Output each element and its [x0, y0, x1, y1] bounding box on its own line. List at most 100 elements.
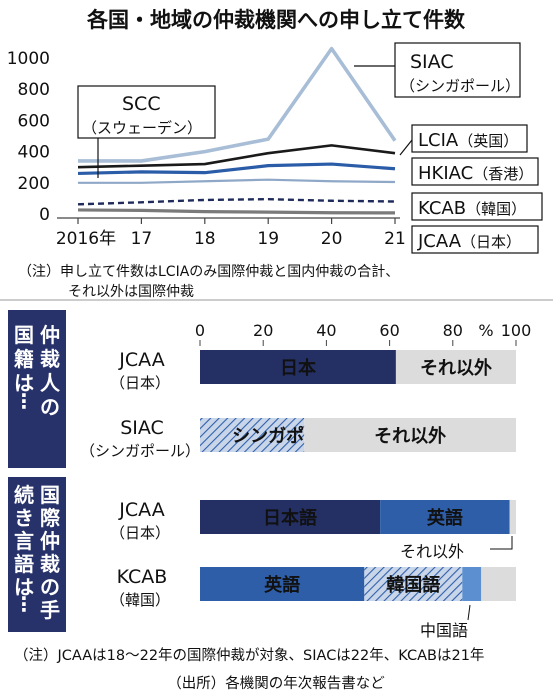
bar-segment: [200, 350, 396, 384]
percent-tick-label: 40: [316, 321, 336, 340]
vertical-title-char: き: [14, 506, 34, 530]
vertical-title-char: 籍: [14, 347, 34, 371]
row-label-kcab: KCAB: [117, 566, 168, 588]
vertical-title-char: 国: [40, 483, 60, 507]
line-chart: 0 200 400 600 800 1000 2016年 17 18 19 20 21 SIAC （…: [7, 42, 543, 300]
series-line-hkiac: [77, 162, 396, 176]
vertical-title-char: 人: [40, 371, 61, 395]
vertical-title-char: 仲: [40, 323, 60, 347]
vertical-title-char: は: [14, 371, 34, 395]
kcab-label: KCAB（韓国）: [411, 192, 543, 221]
y-tick-label: 0: [39, 205, 50, 225]
x-tick-label: 18: [194, 229, 216, 249]
note-line-2: それ以外は国際仲裁: [68, 284, 194, 300]
svg-text:LCIA（英国）: LCIA（英国）: [418, 130, 518, 151]
nationality-panel-tab: [8, 310, 66, 468]
x-axis-ticks: 2016年 17 18 19 20 21: [56, 218, 406, 249]
jcaa-label-sub: （日本）: [461, 233, 521, 251]
other-callout: それ以外: [400, 536, 513, 561]
vertical-title-char: は: [14, 575, 34, 599]
svg-text:KCAB（韓国）: KCAB（韓国）: [418, 198, 526, 219]
bar-segment-label: それ以外: [420, 357, 492, 379]
line-series: [77, 46, 397, 215]
siac-label: SIAC （シンガポール）: [354, 42, 521, 98]
bar-segment: [462, 567, 482, 601]
bar-segment-label: それ以外: [374, 425, 446, 447]
row-sublabel: （日本）: [110, 524, 170, 542]
vertical-title-char: の: [40, 395, 60, 419]
x-tick-label: 2016年: [56, 229, 116, 249]
row-sublabel: （日本）: [110, 374, 170, 392]
vertical-title-char: 裁: [40, 347, 60, 371]
line-chart-note: （注）申し立て件数はLCIAのみ国際仲裁と国内仲裁の合計、 それ以外は国際仲裁: [18, 264, 404, 300]
scc-label-sub: （スウェーデン）: [82, 119, 202, 137]
percent-tick-label: 0: [195, 321, 205, 340]
lcia-label-sub: （英国）: [458, 132, 518, 150]
footnote: （注）JCAAは18～22年の国際仲裁が対象、SIACは22年、KCABは21年: [14, 647, 484, 664]
hkiac-label-sub: （香港）: [473, 165, 533, 183]
vertical-title-ellipsis: ⋮: [14, 592, 34, 616]
percent-tick-label: 60: [379, 321, 399, 340]
note-line-1: （注）申し立て件数はLCIAのみ国際仲裁と国内仲裁の合計、: [18, 264, 399, 280]
bar-segment: [304, 418, 516, 452]
x-tick-label: 19: [257, 229, 279, 249]
jcaa-label: JCAA（日本）: [411, 225, 539, 254]
kcab-label-name: KCAB: [418, 198, 466, 219]
series-line-siac: [78, 46, 397, 163]
series-line-lcia: [77, 144, 396, 169]
scc-label: SCC （スウェーデン）: [77, 85, 216, 178]
hkiac-label-name: HKIAC: [418, 163, 473, 184]
jcaa-label-name: JCAA: [417, 231, 462, 252]
siac-label-sub: （シンガポール）: [400, 77, 520, 95]
bar-segment: [380, 500, 510, 534]
y-tick-label: 600: [18, 111, 50, 131]
row-label-siac: SIAC: [120, 417, 164, 439]
y-axis-ticks: 0 200 400 600 800 1000: [7, 49, 50, 225]
percent-tick-label: 80: [443, 321, 463, 340]
lcia-label-name: LCIA: [418, 130, 459, 151]
figure-title: 各国・地域の仲裁機関への申し立て件数: [86, 8, 466, 32]
series-line-scc: [78, 178, 396, 184]
callout-other: それ以外: [400, 542, 464, 561]
vertical-title-char: 際: [40, 506, 61, 530]
y-tick-label: 1000: [7, 49, 50, 69]
vertical-title-char: の: [40, 575, 60, 599]
x-tick-label: 20: [321, 229, 343, 249]
bar-segment: [200, 500, 381, 534]
bar-segment-label: 日本語: [263, 507, 317, 529]
callout-chinese: 中国語: [420, 621, 468, 640]
vertical-title-char: 裁: [40, 552, 60, 576]
x-tick-label: 21: [384, 229, 406, 249]
percent-tick-label: 100: [501, 321, 532, 340]
row-label-jcaa: JCAA: [118, 499, 164, 521]
lcia-label: LCIA（英国）: [399, 124, 528, 156]
vertical-title-char: 仲: [40, 529, 60, 553]
vertical-title-char: 手: [40, 598, 60, 622]
vertical-title-ellipsis: ⋮: [14, 389, 34, 413]
scc-label-name: SCC: [122, 93, 161, 115]
y-tick-label: 400: [18, 143, 50, 163]
series-line-kcab: [77, 197, 396, 206]
percent-axis: 0 20 40 60 80 100%: [195, 321, 531, 346]
y-tick-label: 800: [18, 80, 50, 100]
language-panel-tab: [8, 477, 66, 632]
percent-tick-label: 20: [253, 321, 273, 340]
row-label-jcaa: JCAA: [118, 349, 164, 371]
bar-segment-label: 英語: [426, 507, 463, 529]
row-sublabel: （韓国）: [110, 591, 170, 609]
row-sublabel: （シンガポール）: [80, 442, 200, 460]
series-line-jcaa: [77, 208, 396, 215]
x-tick-label: 17: [131, 229, 153, 249]
bar-segment-label: 英語: [263, 574, 300, 596]
hkiac-label: HKIAC（香港）: [411, 157, 539, 186]
percent-unit: %: [478, 321, 493, 340]
bar-segment: [395, 350, 516, 384]
vertical-title-char: 語: [14, 552, 34, 576]
